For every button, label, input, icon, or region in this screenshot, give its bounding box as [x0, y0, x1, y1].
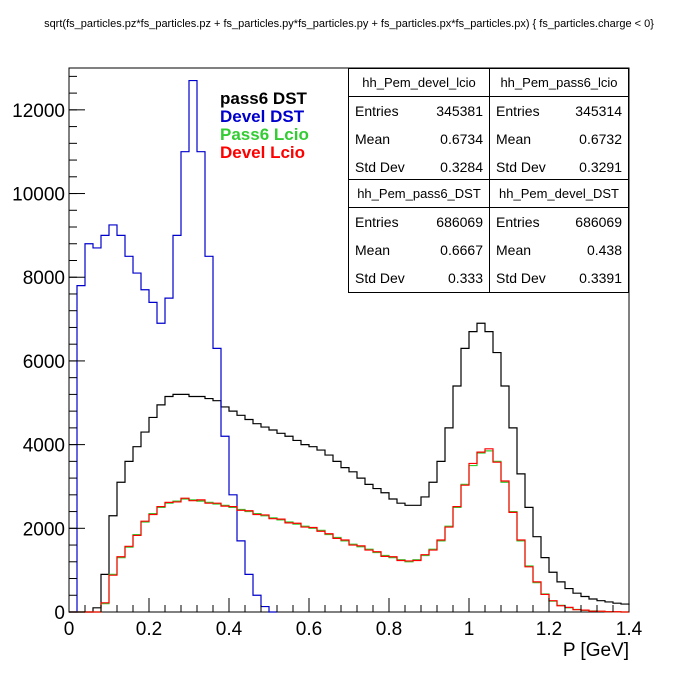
x-tick-label: 0.4: [216, 619, 243, 640]
stats-label-std: Std Dev: [355, 270, 405, 286]
legend-entry-pass6-dst: pass6 DST: [220, 89, 307, 108]
x-tick-label: 1: [464, 619, 475, 640]
stats-value-entries: 345381: [436, 103, 483, 119]
y-tick-label: 0: [54, 603, 65, 624]
y-tick-label: 10000: [12, 185, 65, 206]
y-tick-label: 8000: [23, 268, 65, 289]
stats-label-mean: Mean: [496, 131, 532, 147]
stats-label-mean: Mean: [355, 131, 391, 147]
legend-entry-pass6-lcio: Pass6 Lcio: [220, 125, 309, 144]
stats-label-std: Std Dev: [496, 270, 546, 286]
x-tick-label: 1.2: [536, 619, 562, 640]
stats-value-entries: 686069: [436, 214, 483, 230]
series-pass6-lcio: [69, 450, 629, 613]
legend-entry-devel-dst: Devel DST: [220, 107, 305, 126]
stats-box-pass6-lcio: hh_Pem_pass6_lcio Entries 345314 Mean 0.67…: [489, 68, 629, 180]
stats-box-devel-lcio: hh_Pem_devel_lcio Entries 345381 Mean 0.67…: [348, 68, 490, 180]
stats-value-mean: 0.6734: [440, 131, 483, 147]
stats-value-entries: 686069: [575, 214, 622, 230]
stats-label-mean: Mean: [355, 242, 391, 258]
series-devel-dst: [69, 79, 277, 613]
stats-value-std: 0.333: [447, 270, 483, 286]
stats-label-entries: Entries: [355, 103, 399, 119]
y-tick-label: 4000: [23, 436, 65, 457]
stats-label-entries: Entries: [496, 103, 540, 119]
legend: pass6 DST Devel DST Pass6 Lcio Devel Lci…: [220, 90, 309, 162]
y-tick-label: 12000: [12, 101, 65, 122]
series-devel-lcio: [69, 448, 629, 613]
legend-entry-devel-lcio: Devel Lcio: [220, 143, 306, 162]
stats-title: hh_Pem_devel_lcio: [349, 69, 489, 97]
stats-label-std: Std Dev: [355, 159, 405, 175]
x-tick-label: 0.6: [296, 619, 322, 640]
stats-value-std: 0.3284: [440, 159, 483, 175]
stats-value-entries: 345314: [575, 103, 622, 119]
stats-title: hh_Pem_pass6_DST: [349, 180, 489, 208]
series-pass6-dst: [69, 322, 630, 613]
stats-title: hh_Pem_devel_DST: [490, 180, 628, 208]
x-tick-label: 0: [64, 619, 75, 640]
x-tick-label: 0.2: [136, 619, 162, 640]
stats-title: hh_Pem_pass6_lcio: [490, 69, 628, 97]
stats-label-entries: Entries: [355, 214, 399, 230]
stats-value-mean: 0.6667: [440, 242, 483, 258]
stats-value-std: 0.3291: [579, 159, 622, 175]
stats-value-std: 0.3391: [579, 270, 622, 286]
x-tick-label: 0.8: [376, 619, 402, 640]
y-tick-label: 6000: [23, 352, 65, 373]
stats-label-mean: Mean: [496, 242, 532, 258]
stats-value-mean: 0.438: [586, 242, 622, 258]
stats-box-pass6-dst: hh_Pem_pass6_DST Entries 686069 Mean 0.666…: [348, 179, 490, 293]
stats-label-std: Std Dev: [496, 159, 546, 175]
x-axis-label: P [GeV]: [563, 640, 629, 661]
x-tick-label: 1.4: [616, 619, 643, 640]
stats-label-entries: Entries: [496, 214, 540, 230]
stats-box-devel-dst: hh_Pem_devel_DST Entries 686069 Mean 0.438…: [489, 179, 629, 293]
y-tick-label: 2000: [23, 519, 65, 540]
stats-value-mean: 0.6732: [579, 131, 622, 147]
chart-title: sqrt(fs_particles.pz*fs_particles.pz + f…: [44, 18, 654, 30]
